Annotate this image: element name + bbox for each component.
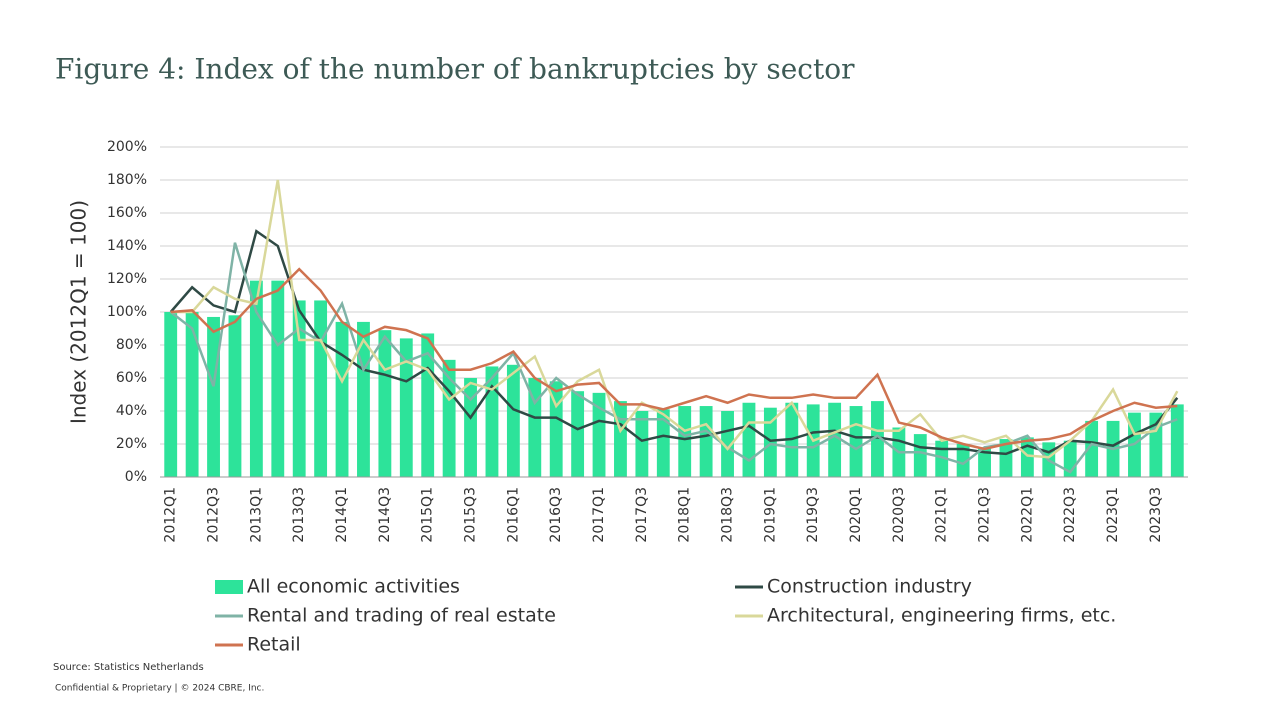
legend-label: Retail — [247, 634, 301, 656]
bar — [999, 439, 1013, 477]
bar — [399, 338, 413, 477]
bar — [164, 312, 178, 477]
footer: Confidential & Proprietary | © 2024 CBRE… — [55, 684, 264, 694]
x-tick-label: 2014Q3 — [377, 487, 393, 543]
x-tick-label: 2012Q3 — [206, 487, 222, 543]
chart-title: Figure 4: Index of the number of bankrup… — [55, 53, 855, 86]
source: Source: Statistics Netherlands — [53, 662, 204, 673]
line — [170, 179, 1179, 459]
legend-label: All economic activities — [247, 576, 460, 598]
bar — [228, 315, 242, 477]
bar — [1085, 420, 1099, 477]
x-tick-label: 2020Q1 — [848, 487, 864, 543]
x-tick-label: 2020Q3 — [891, 487, 907, 543]
bar — [549, 381, 563, 477]
bar — [956, 444, 970, 477]
bar — [678, 406, 692, 477]
x-tick-label: 2015Q1 — [420, 487, 436, 543]
y-tick-label: 20% — [116, 436, 147, 452]
bar — [849, 406, 863, 477]
bar — [506, 364, 520, 477]
bar — [913, 434, 927, 477]
x-tick-label: 2023Q3 — [1148, 487, 1164, 543]
bar — [464, 378, 477, 477]
x-tick-label: 2018Q1 — [677, 487, 693, 543]
x-tick-label: 2021Q1 — [934, 487, 950, 543]
bar — [1020, 437, 1034, 477]
y-tick-label: 40% — [116, 403, 147, 419]
bar — [314, 300, 328, 477]
x-tick-label: 2017Q3 — [634, 487, 650, 543]
bar — [721, 411, 734, 477]
legend-label: Construction industry — [767, 576, 972, 598]
bar — [1170, 404, 1184, 477]
y-tick-label: 120% — [107, 271, 147, 287]
x-tick-label: 2019Q1 — [762, 487, 778, 543]
bar — [871, 401, 884, 477]
y-tick-label: 160% — [107, 205, 147, 221]
x-tick-label: 2021Q3 — [977, 487, 993, 543]
legend-swatch — [215, 580, 243, 594]
x-tick-label: 2013Q3 — [291, 487, 307, 543]
legend-label: Architectural, engineering firms, etc. — [767, 605, 1116, 627]
y-tick-label: 60% — [116, 370, 147, 386]
bar — [528, 378, 542, 477]
x-tick-label: 2014Q1 — [334, 487, 350, 543]
bar — [378, 330, 392, 477]
bar — [335, 321, 349, 477]
line — [170, 267, 1178, 451]
y-tick-label: 180% — [107, 172, 147, 188]
bar — [635, 411, 649, 477]
bar — [699, 406, 713, 477]
x-tick-label: 2016Q3 — [548, 487, 564, 543]
x-tick-label: 2022Q3 — [1062, 487, 1078, 543]
y-tick-label: 140% — [107, 238, 147, 254]
x-tick-label: 2013Q1 — [248, 487, 264, 543]
x-tick-label: 2022Q1 — [1019, 487, 1035, 543]
bar — [828, 402, 842, 477]
bar — [742, 402, 756, 477]
bar — [592, 392, 606, 477]
y-axis-label: Index (2012Q1 = 100) — [67, 200, 91, 424]
bar — [978, 447, 991, 477]
bar — [249, 280, 263, 477]
y-tick-label: 0% — [125, 469, 147, 485]
y-tick-label: 100% — [107, 304, 147, 320]
y-tick-label: 200% — [107, 139, 147, 155]
x-tick-label: 2017Q1 — [591, 487, 607, 543]
bar — [571, 391, 585, 477]
legend-label: Rental and trading of real estate — [247, 605, 556, 627]
bar — [614, 401, 627, 477]
bar — [763, 407, 777, 477]
bar — [485, 366, 499, 477]
bar — [656, 409, 670, 477]
x-tick-label: 2012Q1 — [163, 487, 179, 543]
bar — [207, 316, 220, 477]
bar — [292, 300, 306, 477]
bar — [271, 280, 285, 477]
bar — [185, 312, 199, 477]
x-tick-label: 2015Q3 — [463, 487, 479, 543]
x-tick-label: 2018Q3 — [720, 487, 736, 543]
y-tick-label: 80% — [116, 337, 147, 353]
x-tick-label: 2019Q3 — [805, 487, 821, 543]
x-tick-label: 2023Q1 — [1105, 487, 1121, 543]
line — [169, 229, 1179, 456]
x-tick-label: 2016Q1 — [505, 487, 521, 543]
